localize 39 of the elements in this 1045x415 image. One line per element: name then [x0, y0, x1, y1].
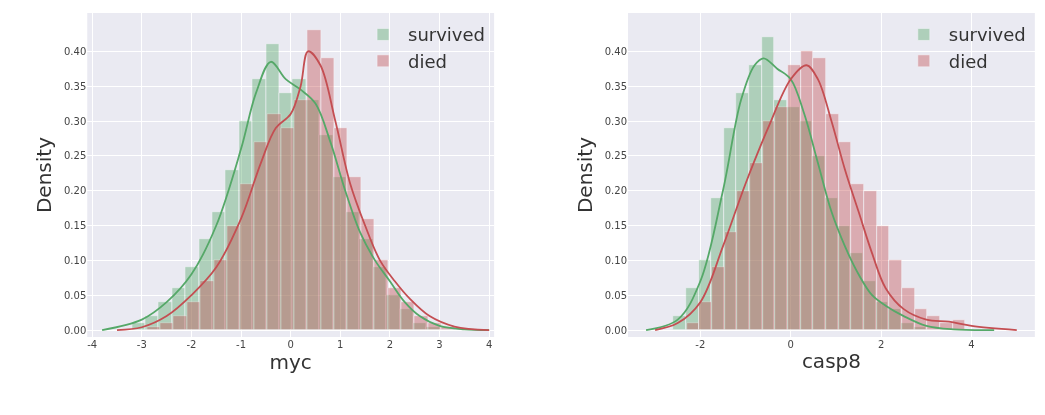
x-tick-label: 3 — [436, 339, 443, 350]
y-tick-label: 0.35 — [604, 80, 627, 92]
x-axis-title: myc — [269, 350, 312, 374]
y-axis-title: Density — [573, 136, 598, 214]
x-tick-label: -4 — [87, 339, 98, 350]
x-axis-title: casp8 — [801, 348, 861, 373]
x-tick-label: -1 — [236, 339, 247, 350]
y-tick-label: 0.30 — [63, 115, 87, 127]
y-tick-label: 0.40 — [604, 45, 627, 57]
x-tick-label: 2 — [386, 339, 394, 350]
y-tick-label: 0.15 — [63, 220, 87, 232]
y-tick-label: 0.00 — [63, 324, 87, 336]
y-tick-label: 0.10 — [604, 254, 627, 266]
y-tick-label: 0.20 — [604, 185, 627, 197]
y-tick-label: 0.00 — [604, 324, 627, 336]
y-tick-label: 0.40 — [63, 45, 87, 57]
y-tick-label: 0.20 — [63, 185, 87, 197]
legend-label: survived — [408, 24, 486, 46]
x-tick-label: 0 — [787, 339, 794, 350]
legend-label: survived — [948, 24, 1026, 46]
y-axis-title: Density — [32, 136, 57, 214]
y-tick-label: 0.35 — [63, 80, 87, 92]
legend-label: died — [408, 50, 447, 72]
legend-label: died — [948, 50, 988, 72]
x-tick-label: 4 — [485, 339, 493, 350]
x-tick-label: -3 — [136, 339, 147, 350]
x-tick-label: 0 — [287, 339, 294, 350]
y-tick-label: 0.25 — [63, 150, 87, 162]
x-tick-label: -2 — [695, 339, 706, 350]
y-tick-label: 0.05 — [63, 289, 87, 301]
y-tick-label: 0.05 — [604, 289, 627, 301]
y-tick-label: 0.25 — [604, 150, 627, 162]
x-tick-label: 1 — [337, 339, 344, 350]
y-tick-label: 0.30 — [604, 115, 627, 127]
y-tick-label: 0.15 — [604, 220, 627, 232]
x-tick-label: -2 — [186, 339, 197, 350]
x-tick-label: 4 — [968, 339, 975, 350]
y-tick-label: 0.10 — [63, 254, 87, 266]
x-tick-label: 2 — [877, 339, 885, 350]
